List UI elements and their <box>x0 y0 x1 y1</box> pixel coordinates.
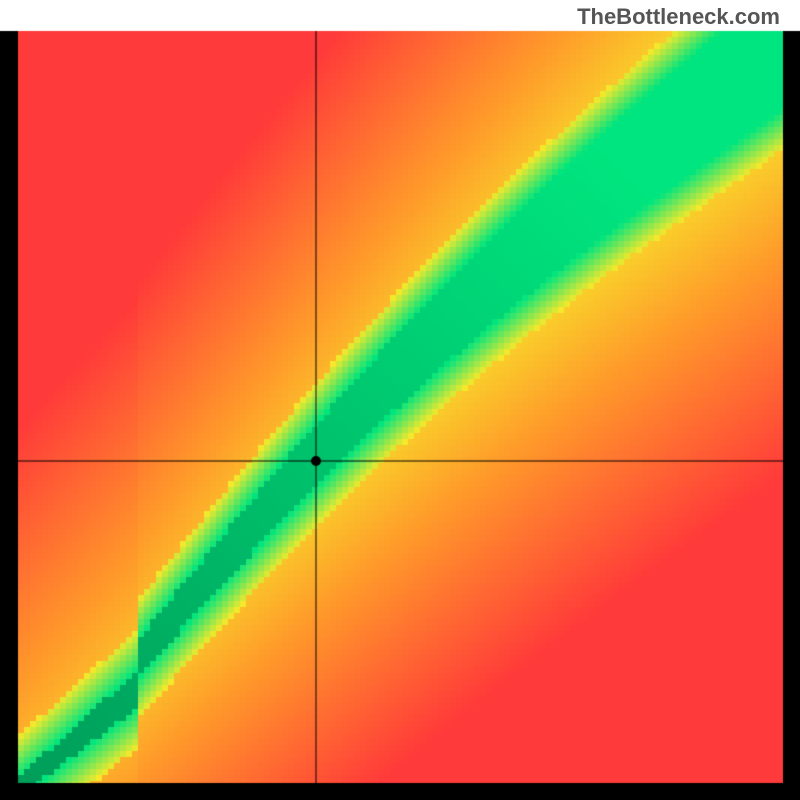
bottleneck-heatmap <box>0 0 800 800</box>
chart-container: TheBottleneck.com <box>0 0 800 800</box>
watermark: TheBottleneck.com <box>577 4 780 30</box>
